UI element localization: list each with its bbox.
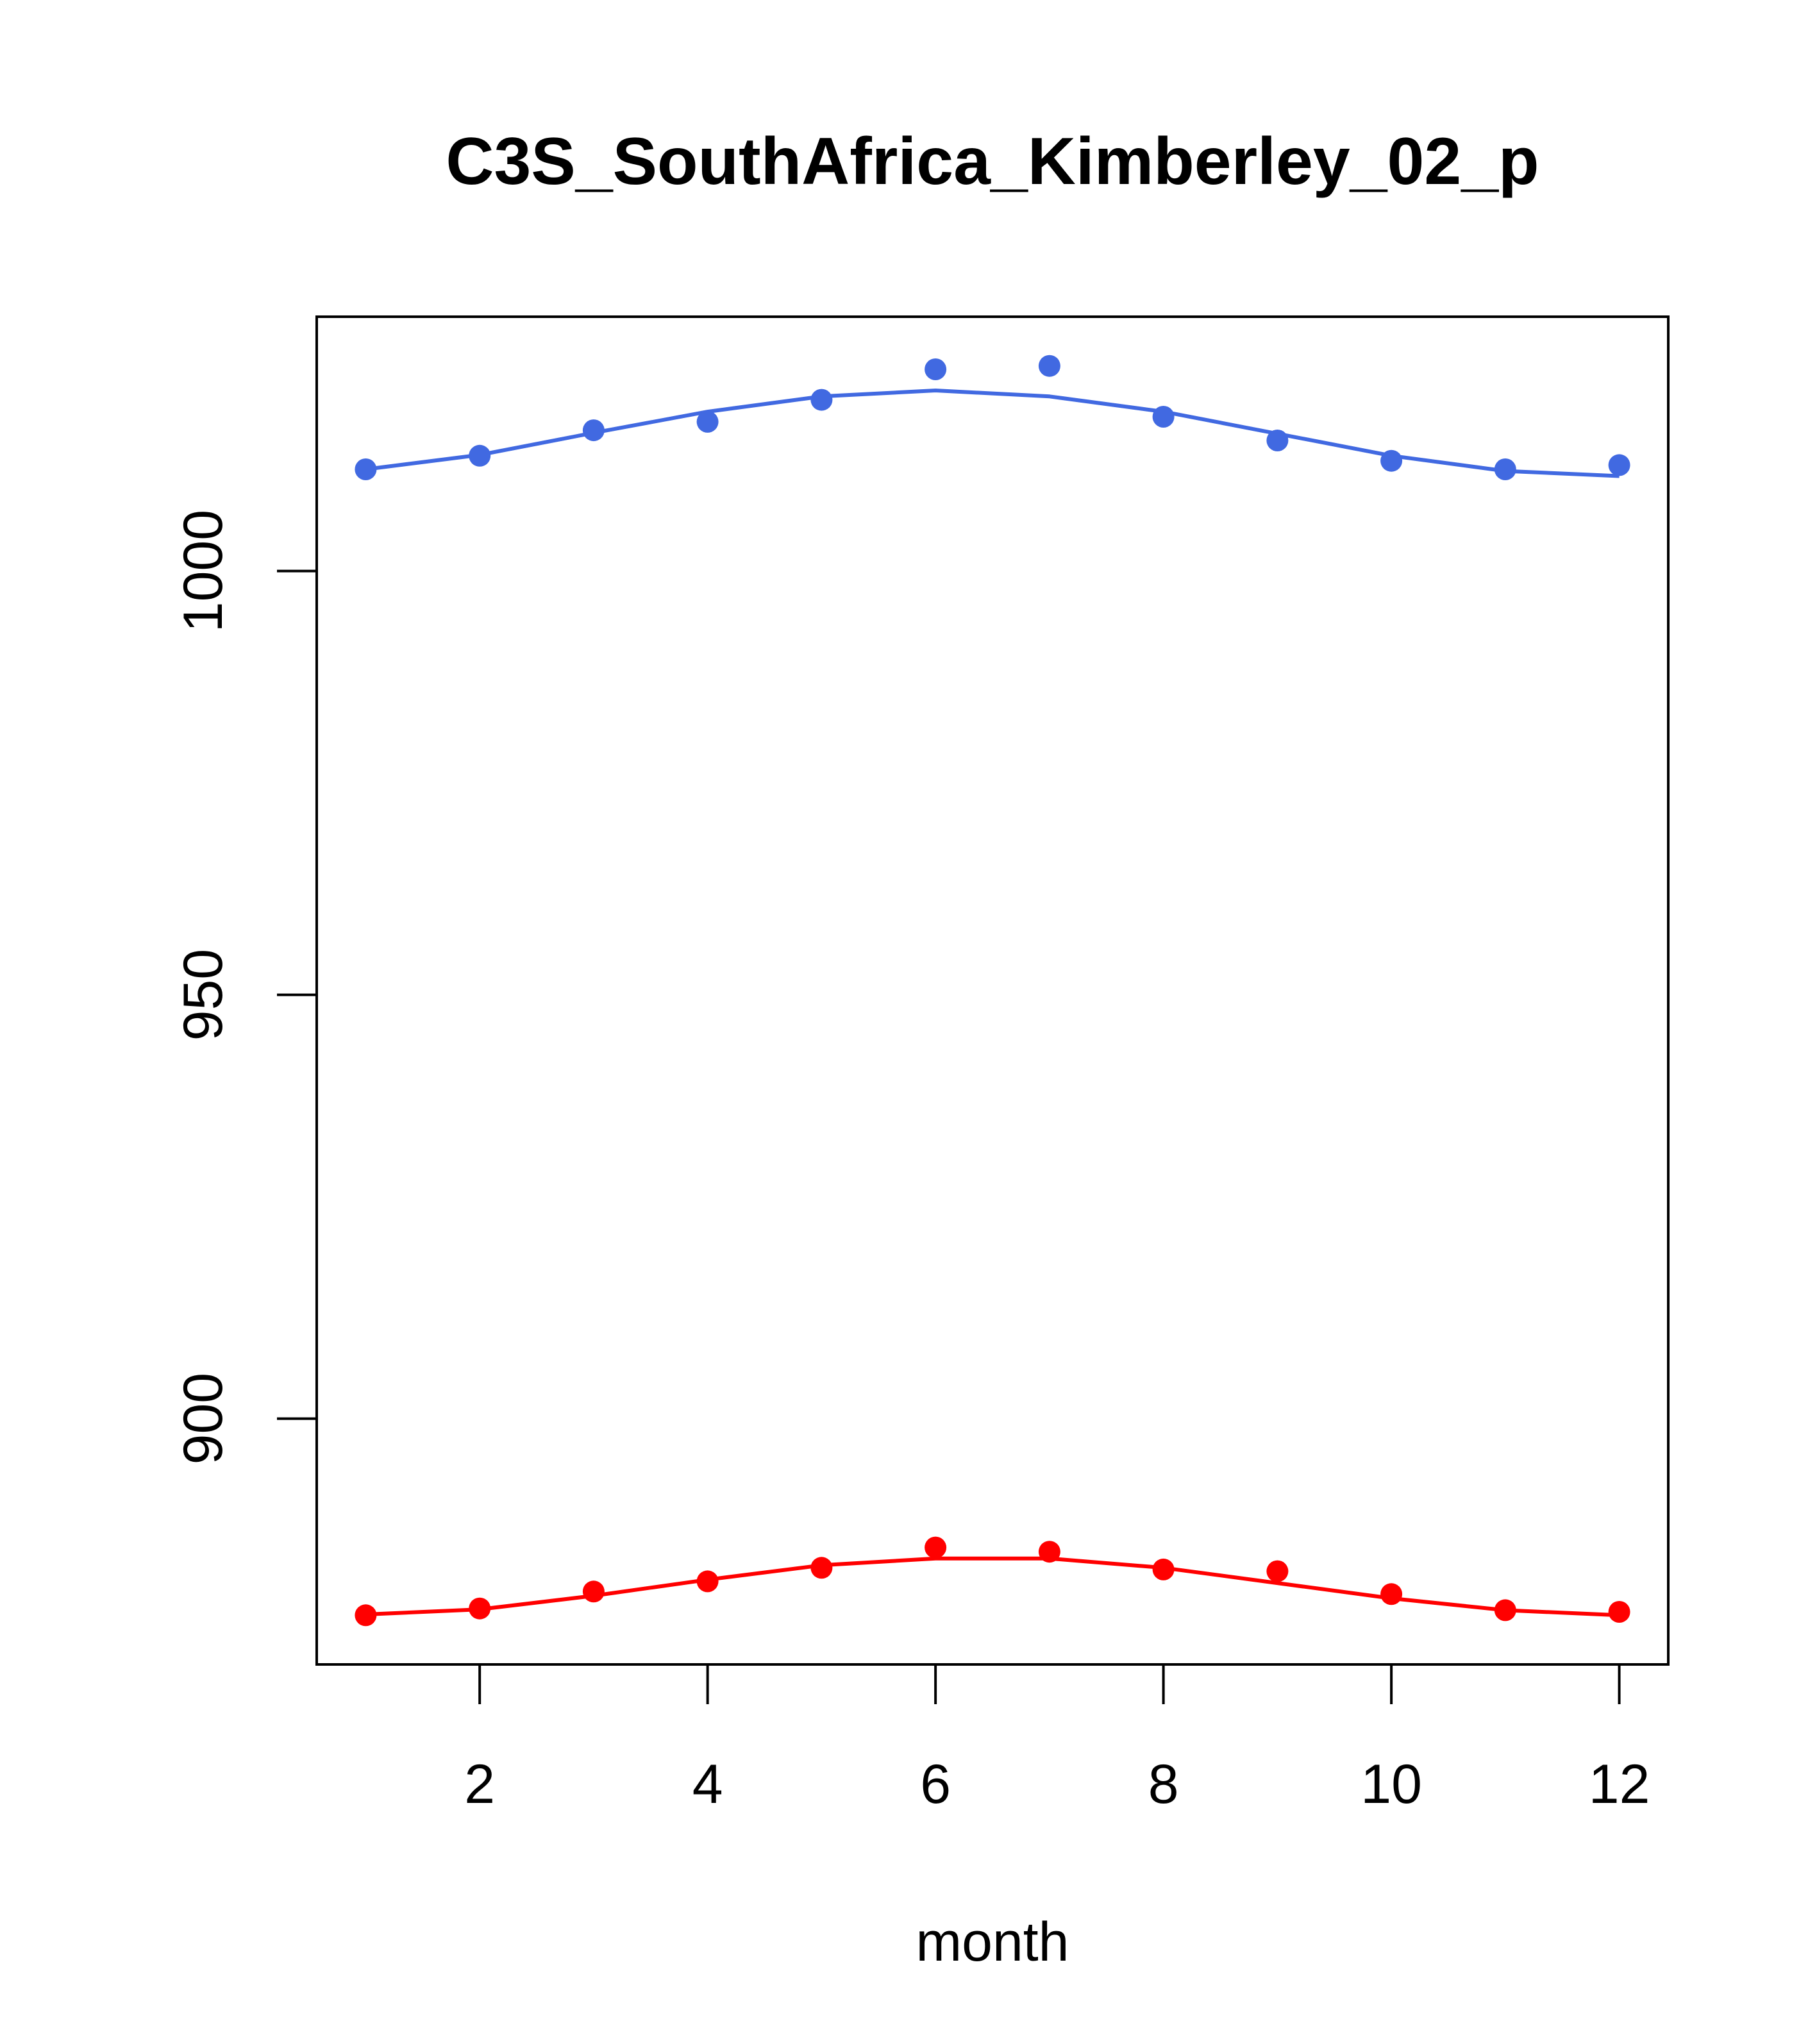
data-point-upper-5 [810, 389, 833, 411]
x-tick-label-4: 4 [692, 1754, 723, 1815]
y-axis: 900 950 1000 [172, 510, 317, 1464]
x-tick-label-8: 8 [1148, 1754, 1179, 1815]
series-layer [355, 355, 1630, 1627]
data-point-lower-12 [1608, 1601, 1630, 1623]
data-point-upper-4 [696, 410, 719, 433]
data-point-lower-6 [925, 1536, 947, 1559]
data-point-lower-3 [582, 1580, 605, 1603]
data-point-lower-9 [1266, 1560, 1289, 1582]
series-line-lower [365, 1556, 1620, 1618]
data-point-upper-2 [469, 444, 491, 467]
data-point-lower-11 [1494, 1599, 1516, 1621]
x-tick-label-12: 12 [1589, 1754, 1650, 1815]
data-point-upper-11 [1494, 458, 1516, 480]
series-line-upper [365, 389, 1620, 478]
data-point-upper-1 [355, 458, 377, 480]
data-point-upper-6 [925, 358, 947, 380]
data-point-lower-7 [1038, 1541, 1060, 1563]
x-axis: 2 4 6 8 10 12 [464, 1664, 1650, 1815]
data-point-lower-4 [696, 1570, 719, 1593]
data-point-upper-12 [1608, 454, 1630, 476]
x-tick-label-10: 10 [1361, 1754, 1422, 1815]
data-point-lower-10 [1380, 1583, 1403, 1605]
data-point-upper-3 [582, 419, 605, 442]
x-axis-label: month [916, 1911, 1069, 1973]
x-tick-label-2: 2 [464, 1754, 495, 1815]
data-point-lower-1 [355, 1604, 377, 1627]
data-point-upper-10 [1380, 449, 1403, 472]
x-tick-label-6: 6 [920, 1754, 951, 1815]
data-point-lower-2 [469, 1597, 491, 1620]
data-point-lower-5 [810, 1557, 833, 1579]
plot-frame [315, 315, 1670, 1666]
y-tick-label-900: 900 [172, 1373, 234, 1465]
data-point-upper-7 [1038, 355, 1060, 377]
data-point-upper-9 [1266, 430, 1289, 451]
data-point-upper-8 [1152, 406, 1175, 428]
y-tick-label-1000: 1000 [172, 510, 234, 632]
chart-title: C3S_SouthAfrica_Kimberley_02_p [446, 124, 1539, 199]
y-tick-label-950: 950 [172, 949, 234, 1041]
data-point-lower-8 [1152, 1558, 1175, 1580]
